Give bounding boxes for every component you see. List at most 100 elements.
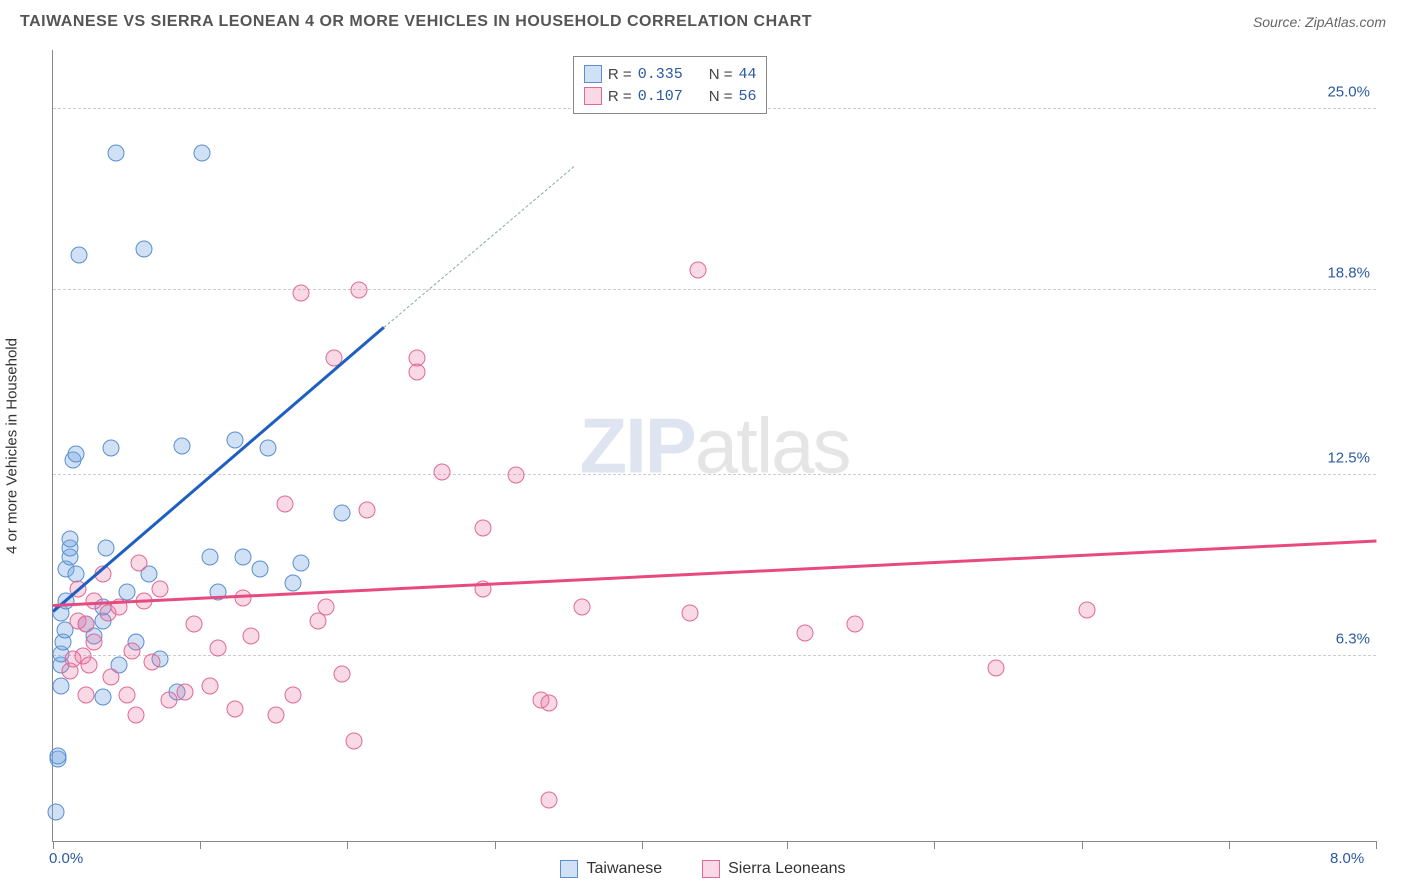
scatter-point — [97, 540, 114, 557]
x-tick — [1082, 841, 1083, 849]
legend-swatch — [584, 65, 602, 83]
x-tick — [1376, 841, 1377, 849]
scatter-point — [334, 504, 351, 521]
scatter-point — [210, 639, 227, 656]
scatter-point — [309, 613, 326, 630]
scatter-point — [78, 616, 95, 633]
trend-line — [52, 326, 384, 612]
scatter-point — [847, 616, 864, 633]
y-tick-label: 18.8% — [1327, 265, 1370, 282]
scatter-point — [235, 589, 252, 606]
scatter-point — [345, 733, 362, 750]
trend-line — [53, 540, 1376, 607]
scatter-point — [226, 701, 243, 718]
legend-swatch — [702, 860, 720, 878]
y-tick-label: 25.0% — [1327, 83, 1370, 100]
scatter-point — [124, 642, 141, 659]
stats-legend: R = 0.335N = 44R = 0.107N = 56 — [573, 56, 768, 114]
scatter-point — [251, 560, 268, 577]
legend-label: Sierra Leoneans — [728, 860, 845, 878]
scatter-point — [541, 695, 558, 712]
legend-item: Taiwanese — [560, 860, 662, 878]
scatter-point — [293, 554, 310, 571]
n-label: N = — [709, 88, 733, 105]
scatter-point — [144, 654, 161, 671]
scatter-point — [797, 625, 814, 642]
source-label: Source: ZipAtlas.com — [1253, 14, 1386, 30]
legend-swatch — [560, 860, 578, 878]
n-label: N = — [709, 66, 733, 83]
x-tick — [200, 841, 201, 849]
scatter-point — [284, 575, 301, 592]
scatter-point — [276, 496, 293, 513]
scatter-point — [81, 657, 98, 674]
scatter-point — [293, 285, 310, 302]
scatter-point — [235, 548, 252, 565]
scatter-point — [284, 686, 301, 703]
scatter-point — [102, 668, 119, 685]
scatter-point — [317, 598, 334, 615]
gridline — [53, 655, 1376, 656]
scatter-point — [68, 446, 85, 463]
x-tick — [495, 841, 496, 849]
scatter-point — [433, 463, 450, 480]
scatter-point — [681, 604, 698, 621]
r-value: 0.335 — [638, 66, 683, 83]
gridline — [53, 474, 1376, 475]
chart-title: TAIWANESE VS SIERRA LEONEAN 4 OR MORE VE… — [20, 13, 812, 31]
scatter-point — [408, 364, 425, 381]
gridline — [53, 289, 1376, 290]
scatter-point — [185, 616, 202, 633]
scatter-point — [202, 677, 219, 694]
x-tick — [1229, 841, 1230, 849]
scatter-point — [135, 241, 152, 258]
r-label: R = — [608, 66, 632, 83]
scatter-point — [350, 282, 367, 299]
scatter-point — [86, 633, 103, 650]
legend-swatch — [584, 87, 602, 105]
scatter-point — [94, 689, 111, 706]
r-value: 0.107 — [638, 88, 683, 105]
scatter-plot: ZIPatlas 6.3%12.5%18.8%25.0%0.0%8.0% — [52, 50, 1376, 842]
legend-bottom: Taiwanese Sierra Leoneans — [0, 860, 1406, 878]
stats-legend-row: R = 0.107 N = 56 — [584, 85, 757, 107]
scatter-point — [160, 692, 177, 709]
scatter-point — [243, 627, 260, 644]
watermark-zip: ZIP — [579, 401, 694, 489]
scatter-point — [173, 437, 190, 454]
scatter-point — [127, 707, 144, 724]
scatter-point — [177, 683, 194, 700]
scatter-point — [202, 548, 219, 565]
x-tick — [934, 841, 935, 849]
n-value: 56 — [738, 88, 756, 105]
scatter-point — [226, 431, 243, 448]
x-tick — [347, 841, 348, 849]
scatter-point — [541, 792, 558, 809]
y-axis-label: 4 or more Vehicles in Household — [4, 338, 21, 554]
scatter-point — [119, 686, 136, 703]
scatter-point — [152, 581, 169, 598]
scatter-point — [574, 598, 591, 615]
scatter-point — [268, 707, 285, 724]
legend-label: Taiwanese — [586, 860, 662, 878]
trend-line-dashed — [383, 166, 574, 328]
watermark: ZIPatlas — [579, 400, 849, 491]
scatter-point — [1078, 601, 1095, 618]
scatter-point — [49, 748, 66, 765]
scatter-point — [334, 666, 351, 683]
scatter-point — [48, 803, 65, 820]
scatter-point — [107, 144, 124, 161]
scatter-point — [53, 677, 70, 694]
stats-legend-row: R = 0.335N = 44 — [584, 63, 757, 85]
y-tick-label: 6.3% — [1336, 631, 1370, 648]
r-label: R = — [608, 88, 632, 105]
scatter-point — [689, 261, 706, 278]
scatter-point — [61, 531, 78, 548]
scatter-point — [193, 144, 210, 161]
scatter-point — [78, 686, 95, 703]
scatter-point — [130, 554, 147, 571]
watermark-atlas: atlas — [695, 401, 850, 489]
x-tick — [787, 841, 788, 849]
x-tick — [642, 841, 643, 849]
legend-item: Sierra Leoneans — [702, 860, 845, 878]
